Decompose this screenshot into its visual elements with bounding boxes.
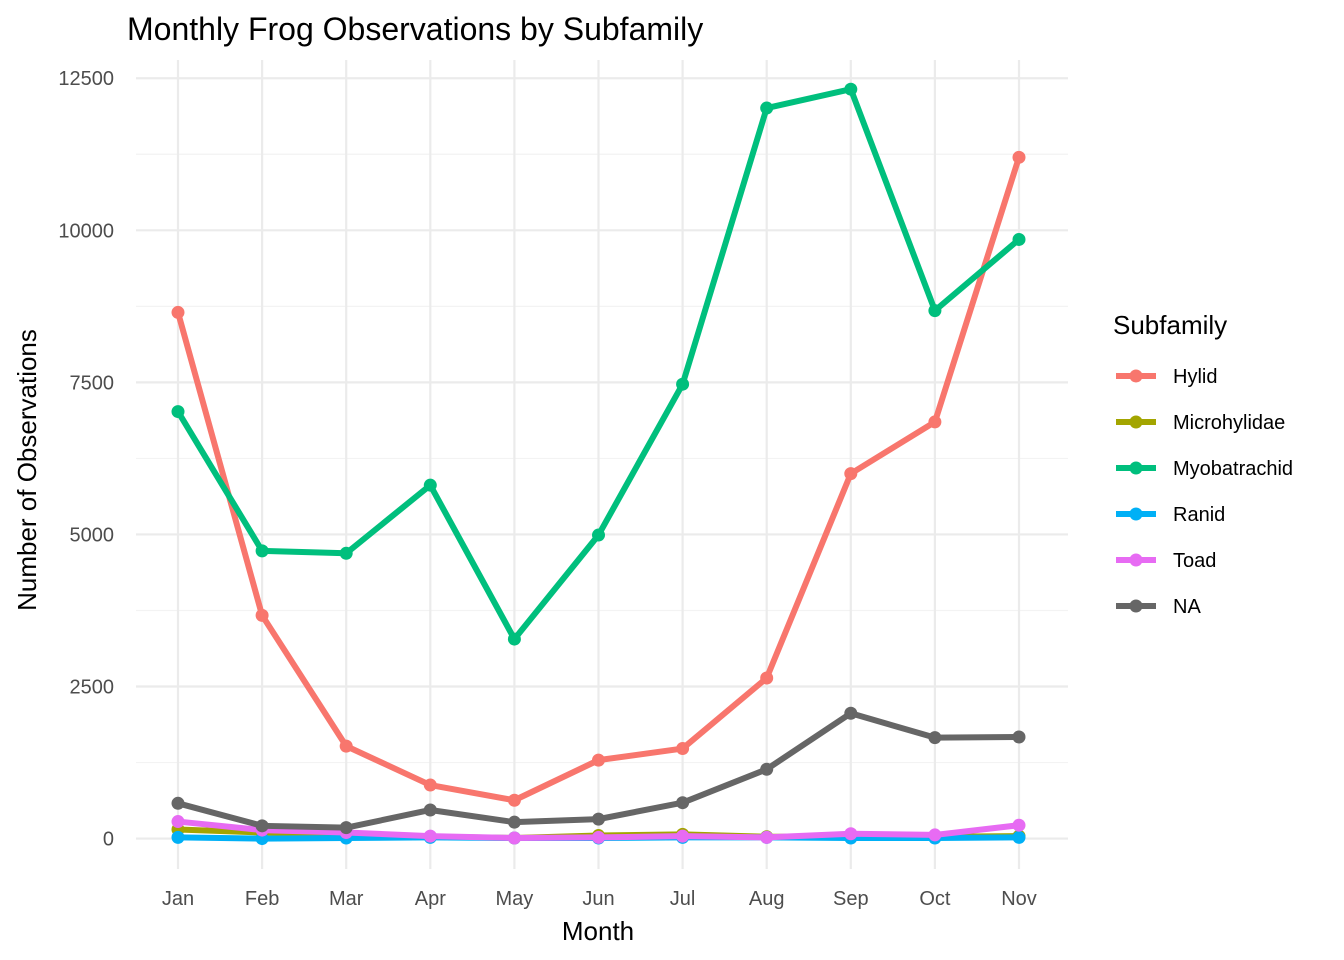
legend: Subfamily Hylid Microhylidae Myobatrachid R… bbox=[1113, 310, 1293, 618]
legend-item-hylid: Hylid bbox=[1116, 366, 1217, 388]
data-point-toad bbox=[844, 827, 858, 841]
data-point-myobatrachid bbox=[171, 405, 185, 419]
y-axis-title: Number of Observations bbox=[12, 329, 42, 611]
legend-title: Subfamily bbox=[1113, 310, 1227, 340]
series-group bbox=[171, 82, 1026, 846]
data-point-hylid bbox=[507, 793, 521, 807]
data-point-hylid bbox=[844, 467, 858, 481]
x-tick-label: Jul bbox=[670, 888, 696, 910]
x-axis-title: Month bbox=[562, 916, 634, 946]
series-hylid bbox=[171, 150, 1026, 807]
legend-key-point bbox=[1129, 599, 1143, 613]
data-point-myobatrachid bbox=[339, 546, 353, 560]
y-tick-label: 10000 bbox=[58, 220, 114, 242]
data-point-myobatrachid bbox=[255, 544, 269, 558]
legend-item-ranid: Ranid bbox=[1116, 504, 1225, 526]
data-point-toad bbox=[760, 830, 774, 844]
data-point-toad bbox=[676, 829, 690, 843]
data-point-toad bbox=[592, 830, 605, 844]
legend-item-myobatrachid: Myobatrachid bbox=[1116, 458, 1293, 480]
x-tick-label: Nov bbox=[1001, 888, 1037, 910]
data-point-toad bbox=[507, 831, 521, 845]
data-point-hylid bbox=[928, 415, 942, 429]
data-point-myobatrachid bbox=[507, 632, 521, 646]
legend-key-point bbox=[1129, 369, 1143, 383]
legend-label: Toad bbox=[1173, 550, 1216, 572]
data-point-myobatrachid bbox=[676, 377, 690, 391]
data-point-myobatrachid bbox=[844, 82, 858, 96]
data-point-na bbox=[339, 821, 353, 835]
chart-title: Monthly Frog Observations by Subfamily bbox=[127, 11, 703, 47]
legend-key-point bbox=[1129, 553, 1143, 567]
data-point-hylid bbox=[760, 671, 774, 685]
legend-item-na: NA bbox=[1116, 596, 1201, 618]
x-axis-ticks: Jan Feb Mar Apr May Jun Jul Aug Sep Oct Nov bbox=[162, 888, 1037, 910]
data-point-na bbox=[255, 819, 269, 833]
x-tick-label: Oct bbox=[919, 888, 951, 910]
legend-label: Myobatrachid bbox=[1173, 458, 1293, 480]
legend-label: NA bbox=[1173, 596, 1201, 618]
legend-item-toad: Toad bbox=[1116, 550, 1216, 572]
data-point-na bbox=[676, 796, 690, 810]
y-tick-label: 5000 bbox=[70, 524, 115, 546]
data-point-toad bbox=[171, 815, 185, 829]
y-tick-label: 12500 bbox=[58, 68, 114, 90]
data-point-hylid bbox=[1012, 150, 1026, 164]
x-tick-label: Aug bbox=[749, 888, 785, 910]
data-point-myobatrachid bbox=[928, 304, 942, 318]
data-point-toad bbox=[423, 829, 437, 843]
data-point-hylid bbox=[676, 742, 690, 756]
plot-grid bbox=[136, 60, 1068, 869]
legend-label: Ranid bbox=[1173, 504, 1225, 526]
data-point-hylid bbox=[423, 778, 437, 792]
x-tick-label: May bbox=[496, 888, 534, 910]
data-point-na bbox=[423, 803, 437, 817]
y-axis-ticks: 0 2500 5000 7500 10000 12500 bbox=[58, 68, 114, 850]
legend-key-point bbox=[1129, 461, 1143, 475]
data-point-toad bbox=[1012, 818, 1026, 832]
data-point-ranid bbox=[1012, 830, 1026, 844]
data-point-na bbox=[507, 815, 521, 829]
x-tick-label: Sep bbox=[833, 888, 869, 910]
data-point-hylid bbox=[339, 739, 353, 753]
x-tick-label: Jan bbox=[162, 888, 194, 910]
y-tick-label: 7500 bbox=[70, 372, 115, 394]
x-tick-label: Mar bbox=[329, 888, 364, 910]
data-point-hylid bbox=[255, 608, 269, 622]
data-point-toad bbox=[928, 828, 942, 842]
x-tick-label: Feb bbox=[245, 888, 279, 910]
x-tick-label: Jun bbox=[582, 888, 614, 910]
data-point-na bbox=[592, 812, 605, 826]
legend-label: Hylid bbox=[1173, 366, 1217, 388]
legend-key-point bbox=[1129, 507, 1143, 521]
data-point-myobatrachid bbox=[760, 101, 774, 115]
legend-label: Microhylidae bbox=[1173, 412, 1285, 434]
data-point-hylid bbox=[171, 305, 185, 319]
data-point-myobatrachid bbox=[423, 478, 437, 492]
y-tick-label: 2500 bbox=[70, 677, 115, 699]
legend-item-microhylidae: Microhylidae bbox=[1116, 412, 1285, 434]
data-point-myobatrachid bbox=[1012, 232, 1026, 246]
data-point-na bbox=[760, 762, 774, 776]
x-tick-label: Apr bbox=[415, 888, 446, 910]
data-point-hylid bbox=[592, 753, 605, 767]
data-point-na bbox=[928, 731, 942, 745]
data-point-na bbox=[844, 706, 858, 720]
series-na bbox=[171, 706, 1026, 835]
y-tick-label: 0 bbox=[103, 829, 114, 851]
data-point-ranid bbox=[171, 830, 185, 844]
data-point-na bbox=[171, 796, 185, 810]
series-myobatrachid bbox=[171, 82, 1026, 646]
legend-key-point bbox=[1129, 415, 1143, 429]
data-point-myobatrachid bbox=[592, 528, 605, 542]
data-point-na bbox=[1012, 730, 1026, 744]
